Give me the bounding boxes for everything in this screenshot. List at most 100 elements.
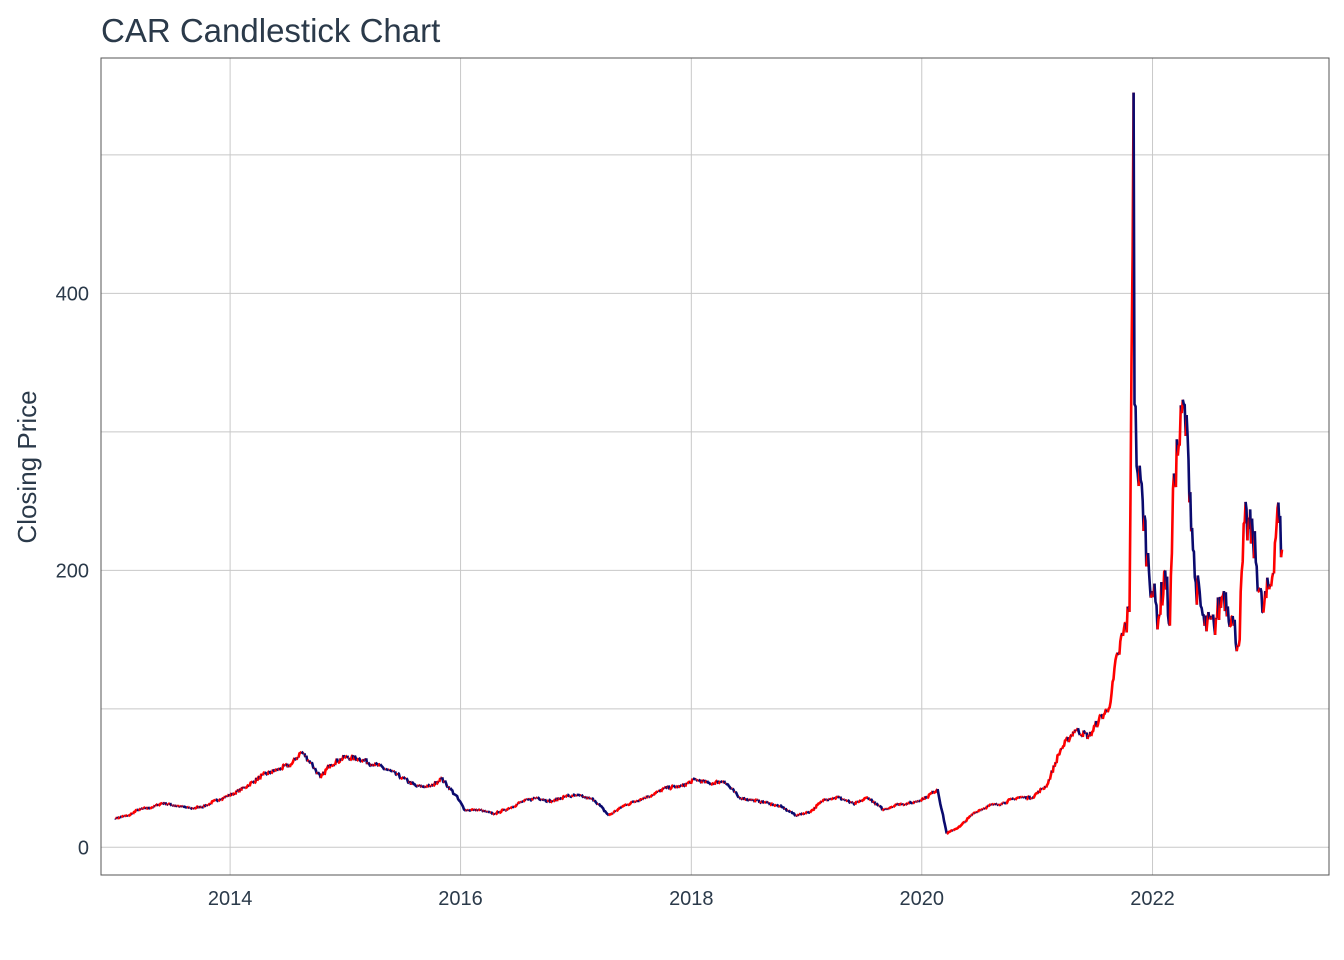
price-segment-down: [235, 789, 238, 793]
price-segment-up: [244, 783, 250, 790]
price-segment-up: [657, 789, 661, 793]
price-segment-down: [705, 780, 712, 786]
price-segment-up: [261, 771, 266, 776]
price-segment-up: [972, 811, 976, 815]
price-segment-up: [638, 798, 642, 802]
price-segment-down: [490, 811, 494, 816]
price-segment-up: [1237, 501, 1247, 647]
price-segment-down: [1226, 606, 1231, 628]
price-segment-up: [525, 797, 529, 801]
price-segment-down: [837, 795, 841, 799]
price-segment-down: [154, 803, 157, 807]
price-segment-down: [405, 777, 410, 785]
price-segment-up: [1176, 405, 1183, 456]
price-segment-up: [881, 808, 886, 812]
price-segment-up: [885, 807, 889, 811]
price-segment-up: [860, 796, 869, 803]
price-segment-up: [574, 794, 578, 797]
price-segment-down: [172, 804, 175, 807]
price-segment-up: [801, 812, 805, 816]
price-segment-up: [248, 780, 254, 787]
price-segment-up: [750, 798, 753, 802]
price-segment-down: [725, 782, 732, 790]
price-segment-down: [219, 797, 223, 801]
price-segment-up: [191, 807, 195, 810]
price-segment-down: [147, 806, 151, 810]
price-segment-down: [1253, 531, 1259, 592]
price-segment-up: [970, 813, 974, 817]
series-layer: [114, 92, 1284, 835]
price-segment-down: [828, 797, 832, 801]
price-segment-up: [612, 809, 617, 814]
price-segment-up: [199, 805, 203, 809]
price-segment-down: [883, 807, 886, 811]
price-segment-up: [484, 809, 487, 813]
price-segment-down: [913, 800, 917, 804]
price-segment-down: [224, 795, 227, 798]
price-segment-down: [1185, 415, 1191, 503]
price-segment-up: [964, 814, 972, 823]
price-segment-up: [907, 801, 911, 805]
price-segment-up: [495, 810, 499, 816]
price-segment-down: [1143, 515, 1148, 567]
price-segment-up: [998, 803, 1001, 807]
price-segment-down: [587, 796, 590, 799]
price-segment-up: [804, 810, 809, 815]
price-segment-down: [329, 763, 333, 767]
price-segment-up: [696, 779, 700, 782]
price-segment-down: [878, 804, 884, 811]
price-segment-up: [157, 801, 164, 807]
price-segment-up: [509, 805, 514, 810]
price-segment-down: [483, 809, 487, 813]
price-segment-down: [619, 805, 623, 809]
price-segment-down: [126, 814, 130, 818]
y-axis-title: Closing Price: [12, 390, 42, 543]
price-segment-down: [1153, 583, 1159, 630]
price-segment-up: [1055, 747, 1063, 764]
price-segment-up: [540, 798, 543, 802]
price-segment-up: [991, 802, 995, 806]
price-segment-down: [731, 787, 736, 793]
price-segment-up: [167, 802, 171, 806]
price-segment-up: [395, 772, 399, 776]
price-segment-up: [1044, 778, 1051, 788]
price-segment-up: [834, 795, 838, 801]
price-segment-down: [850, 800, 854, 804]
price-segment-down: [692, 777, 697, 781]
price-segment-up: [552, 798, 557, 803]
price-segment-down: [175, 804, 179, 808]
price-segment-up: [522, 798, 527, 803]
price-segment-up: [919, 796, 924, 803]
price-segment-down: [532, 796, 536, 800]
price-segment-down: [895, 802, 898, 806]
price-segment-down: [679, 784, 683, 788]
price-segment-down: [900, 802, 904, 806]
price-segment-down: [508, 806, 512, 810]
price-segment-down: [385, 767, 389, 772]
price-segment-down: [526, 797, 530, 801]
price-segment-up: [1125, 606, 1129, 633]
x-tick-label: 2018: [669, 888, 714, 910]
price-segment-down: [192, 806, 196, 810]
y-tick-label: 0: [78, 837, 89, 859]
price-segment-down: [719, 779, 723, 784]
price-segment-down: [1076, 727, 1082, 736]
price-segment-up: [892, 803, 898, 809]
price-segment-up: [309, 761, 312, 765]
price-segment-down: [566, 793, 571, 798]
price-segment-down: [685, 781, 688, 785]
price-segment-down: [476, 808, 480, 812]
price-segment-down: [842, 798, 845, 801]
price-segment-down: [924, 795, 928, 800]
price-segment-up: [1121, 621, 1127, 637]
x-axis-ticks: 2014 2016 2018 2020 2022: [208, 888, 1175, 910]
price-segment-down: [357, 756, 363, 763]
price-segment-up: [188, 806, 192, 810]
price-segment-down: [839, 796, 843, 801]
price-segment-down: [903, 803, 907, 806]
price-segment-down: [487, 810, 491, 814]
x-tick-label: 2016: [438, 888, 483, 910]
price-segment-up: [519, 800, 523, 804]
price-segment-up: [763, 800, 767, 805]
